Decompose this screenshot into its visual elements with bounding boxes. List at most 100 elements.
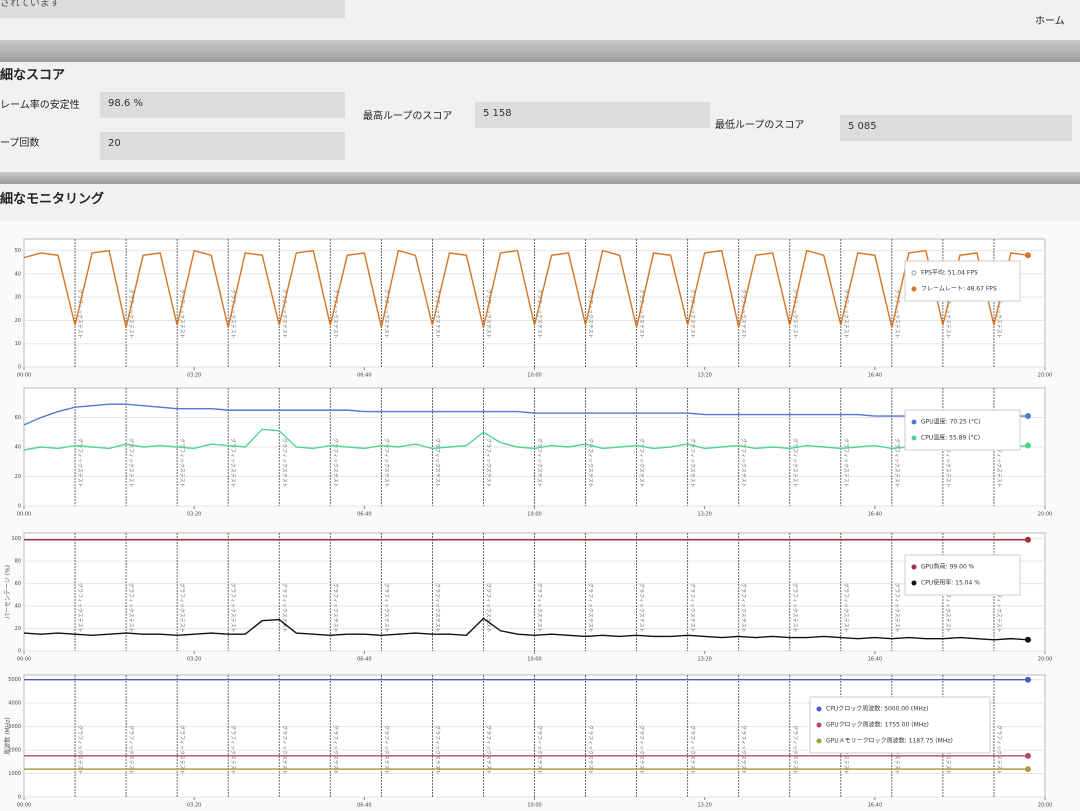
legend-box [809, 696, 991, 754]
legend-swatch [911, 270, 917, 276]
loop-marker-label: グラフィックステスト [383, 438, 390, 488]
loop-marker-label: グラフィックステスト [485, 725, 492, 775]
end-point [1024, 676, 1031, 683]
y-tick-label: 40 [15, 604, 21, 610]
loop-marker-label: グラフィックステスト [434, 438, 441, 488]
x-tick-label: 10:00 [527, 803, 541, 809]
x-tick-label: 03:20 [187, 512, 201, 518]
legend-label: FPS平均: 51.04 FPS [921, 269, 978, 277]
loop-marker-label: グラフィックステスト [332, 289, 339, 339]
note: されています [0, 0, 60, 9]
loop-marker-label: グラフィックステスト [791, 289, 798, 339]
x-tick-label: 20:00 [1038, 512, 1052, 518]
loop-marker-label: グラフィックステスト [281, 438, 288, 488]
loop-marker-label: グラフィックステスト [536, 725, 543, 775]
loop-marker-label: グラフィックステスト [689, 438, 696, 488]
legend-swatch [911, 435, 917, 441]
end-point [1024, 413, 1031, 420]
loop-marker-label: グラフィックステスト [230, 725, 237, 775]
loop-marker-label: グラフィックステスト [332, 438, 339, 488]
end-point [1024, 442, 1031, 449]
field-value: 98.6 % [100, 92, 345, 118]
legend-box [904, 260, 1021, 302]
y-tick-label: 20 [15, 474, 21, 480]
x-tick-label: 13:20 [697, 512, 711, 518]
loop-marker-label: グラフィックステスト [281, 289, 288, 339]
loop-marker-label: グラフィックステスト [587, 438, 594, 488]
end-point [1024, 252, 1031, 259]
x-tick-label: 13:20 [697, 373, 711, 379]
loop-marker-label: グラフィックステスト [230, 583, 237, 633]
loop-marker-label: グラフィックステスト [893, 583, 900, 633]
loop-marker-label: グラフィックステスト [128, 725, 135, 775]
y-tick-label: 60 [15, 581, 21, 587]
x-tick-label: 03:20 [187, 373, 201, 379]
loop-marker-label: グラフィックステスト [230, 438, 237, 488]
loop-marker-label: グラフィックステスト [77, 438, 84, 488]
y-tick-label: 20 [15, 626, 21, 632]
loop-marker-label: グラフィックステスト [689, 725, 696, 775]
series-line [23, 249, 1029, 328]
loop-marker-label: グラフィックステスト [179, 583, 186, 633]
loop-marker-label: グラフィックステスト [281, 725, 288, 775]
y-tick-label: 0 [18, 795, 21, 801]
field-label: ープ回数 [0, 138, 40, 149]
y-tick-label: 50 [15, 248, 21, 254]
y-axis-label: パーセンテージ (%) [5, 565, 12, 619]
x-tick-label: 00:00 [17, 512, 31, 518]
legend-swatch [911, 419, 917, 425]
loop-marker-label: グラフィックステスト [179, 438, 186, 488]
loop-marker-label: グラフィックステスト [179, 289, 186, 339]
loop-marker-label: グラフィックステスト [383, 583, 390, 633]
x-tick-label: 16:40 [868, 803, 882, 809]
loop-marker-label: グラフィックステスト [638, 438, 645, 488]
loop-marker-label: グラフィックステスト [995, 438, 1002, 488]
loop-marker-label: グラフィックステスト [434, 289, 441, 339]
loop-marker-label: グラフィックステスト [791, 725, 798, 775]
field-value: 5 085 [840, 115, 1072, 141]
loop-marker-label: グラフィックステスト [944, 289, 951, 339]
loop-marker-label: グラフィックステスト [485, 583, 492, 633]
y-axis-label: 周波数 (MHz) [4, 717, 12, 754]
x-tick-label: 00:00 [17, 657, 31, 663]
loop-marker-label: グラフィックステスト [791, 583, 798, 633]
y-tick-label: 3000 [8, 724, 21, 730]
loop-marker-label: グラフィックステスト [281, 583, 288, 633]
legend-label: CPU温度: 55.89 (°C) [921, 434, 980, 442]
end-point [1024, 536, 1031, 543]
legend-label: GPU温度: 70.25 (°C) [921, 418, 981, 426]
field-label: レーム率の安定性 [0, 100, 80, 111]
x-tick-label: 03:20 [187, 657, 201, 663]
loop-marker-label: グラフィックステスト [944, 438, 951, 488]
loop-marker-label: グラフィックステスト [893, 289, 900, 339]
loop-marker-label: グラフィックステスト [128, 289, 135, 339]
loop-marker-label: グラフィックステスト [434, 725, 441, 775]
divider [0, 40, 1080, 62]
x-tick-label: 06:40 [357, 512, 371, 518]
loop-marker-label: グラフィックステスト [230, 289, 237, 339]
loop-marker-label: グラフィックステスト [893, 438, 900, 488]
loop-marker-label: グラフィックステスト [587, 725, 594, 775]
home-link[interactable]: ホーム [1035, 16, 1065, 27]
y-tick-label: 40 [15, 445, 21, 451]
end-point [1024, 752, 1031, 759]
section-title: 細なモニタリング [0, 192, 105, 207]
y-tick-label: 0 [18, 504, 21, 510]
legend-label: GPUクロック周波数: 1755.00 (MHz) [826, 721, 929, 729]
legend-swatch [816, 738, 822, 744]
y-tick-label: 80 [15, 559, 21, 565]
loop-marker-label: グラフィックステスト [332, 583, 339, 633]
section-title: 細なスコア [0, 68, 66, 83]
loop-marker-label: グラフィックステスト [740, 583, 747, 633]
x-tick-label: 16:40 [868, 373, 882, 379]
x-tick-label: 06:40 [357, 657, 371, 663]
x-tick-label: 06:40 [357, 803, 371, 809]
loop-marker-label: グラフィックステスト [77, 725, 84, 775]
loop-marker-label: グラフィックステスト [995, 725, 1002, 775]
legend-swatch [911, 564, 917, 570]
loop-marker-label: グラフィックステスト [332, 725, 339, 775]
x-tick-label: 10:00 [527, 373, 541, 379]
loop-marker-label: グラフィックステスト [995, 583, 1002, 633]
legend-swatch [816, 722, 822, 728]
